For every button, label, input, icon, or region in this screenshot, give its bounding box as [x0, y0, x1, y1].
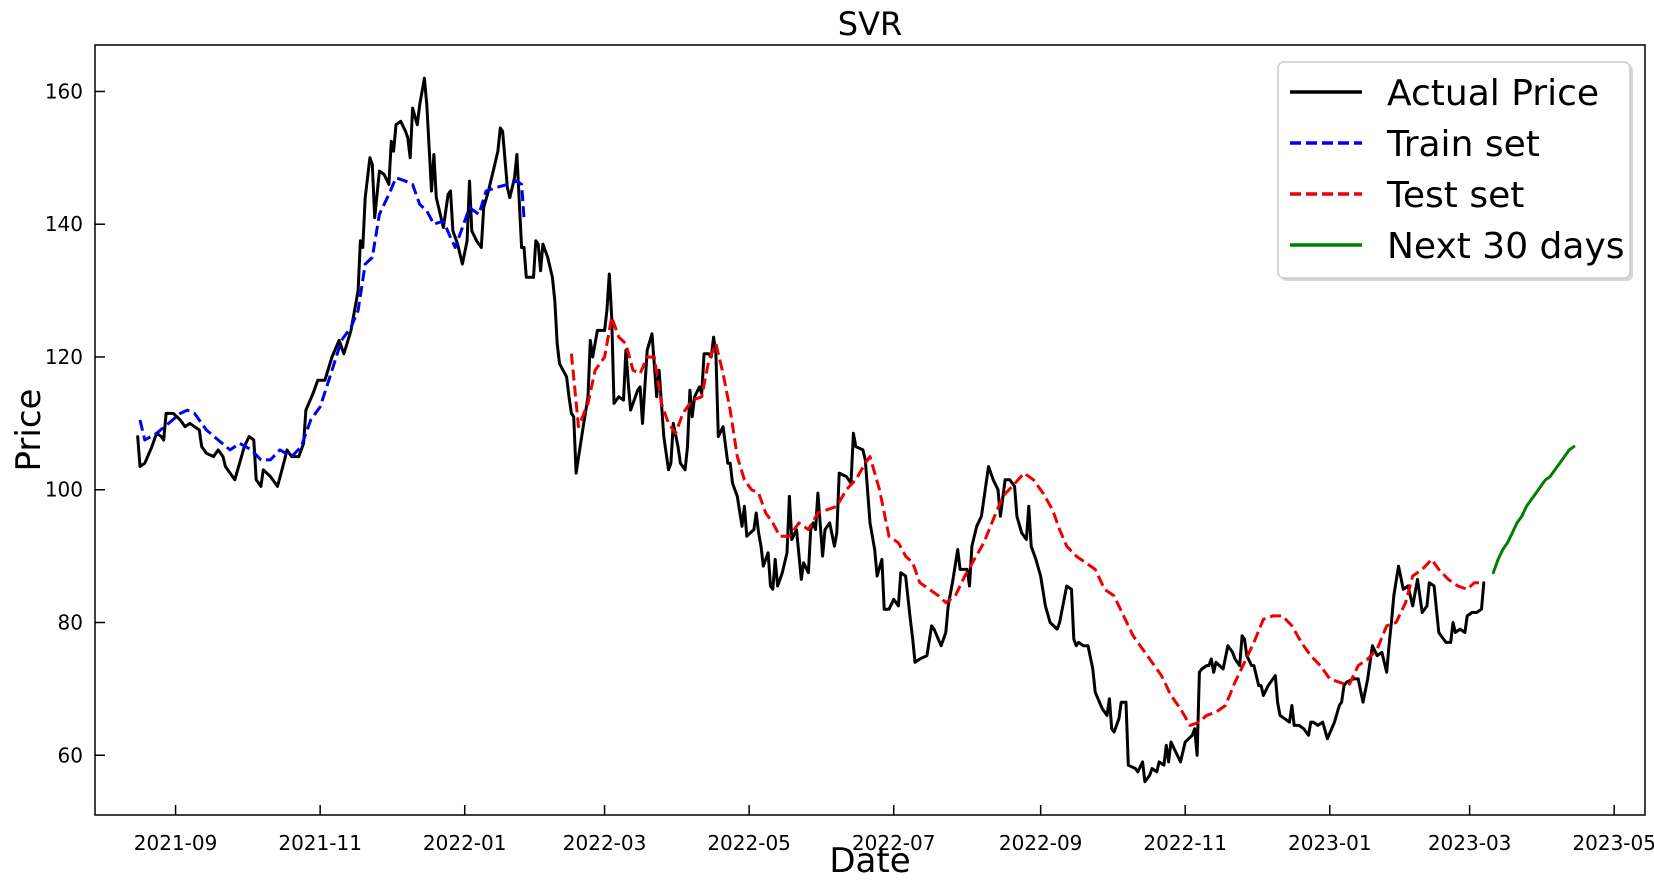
x-axis-label: Date	[829, 841, 910, 881]
tick-layer: 2021-09 2021-11 2022-01 2022-03 2022-05 2022-…	[45, 79, 1654, 855]
legend-label-test-set: Test set	[1386, 175, 1524, 216]
series-line-actual-price	[136, 76, 1486, 784]
x-tick-label: 2022-09	[999, 831, 1083, 855]
y-tick-label: 100	[45, 478, 83, 502]
series-line-test-set	[569, 315, 1482, 727]
legend-label-train-set: Train set	[1386, 124, 1540, 165]
legend-label-actual-price: Actual Price	[1387, 73, 1599, 114]
legend: Actual Price Train set Test set Next 30 …	[1277, 61, 1633, 281]
x-tick-label: 2021-09	[134, 831, 218, 855]
series-line-next-30-days	[1491, 445, 1576, 575]
x-tick-label: 2022-05	[707, 831, 791, 855]
y-tick-label: 120	[45, 345, 83, 369]
x-tick-label: 2023-05	[1572, 831, 1654, 855]
series-layer	[136, 76, 1576, 784]
y-tick-label: 60	[58, 743, 83, 767]
series-line-train-set	[138, 176, 526, 462]
x-tick-label: 2022-03	[563, 831, 647, 855]
x-tick-label: 2022-01	[423, 831, 507, 855]
y-tick-label: 140	[45, 212, 83, 236]
x-tick-label: 2021-11	[278, 831, 362, 855]
x-tick-label: 2023-01	[1288, 831, 1372, 855]
legend-label-next-30-days: Next 30 days	[1387, 226, 1625, 267]
y-tick-label: 160	[45, 79, 83, 103]
legend-box	[1277, 61, 1631, 279]
x-tick-label: 2023-03	[1428, 831, 1512, 855]
y-axis-label: Price	[9, 389, 49, 472]
chart-title: SVR	[838, 5, 902, 43]
x-tick-label: 2022-11	[1143, 831, 1227, 855]
plot-frame	[94, 44, 1646, 816]
x-tick-label: 2022-07	[852, 831, 936, 855]
y-tick-label: 80	[58, 611, 83, 635]
